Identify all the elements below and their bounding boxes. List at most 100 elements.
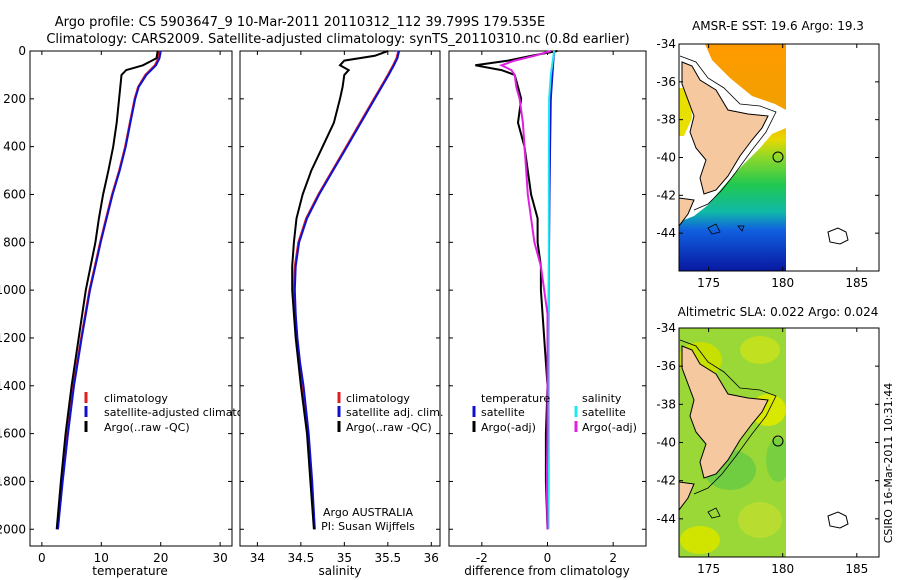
series-satellite-adjusted-climatology	[56, 50, 162, 530]
x-tick-label: 180	[771, 562, 794, 576]
seamount-outline	[707, 223, 721, 235]
figure-title-line2: Climatology: CARS2009. Satellite-adjuste…	[46, 32, 629, 47]
y-tick-label: -40	[656, 436, 676, 450]
salinity-legend-satellite: satellite adj. clim.	[346, 406, 443, 419]
shelf-contour	[679, 339, 777, 495]
salinity-ticks: 34 34.5 35 35.5 36	[240, 50, 440, 565]
sla-map-panel: Altimetric SLA: 0.022 Argo: 0.024 175 180…	[656, 305, 880, 576]
y-tick-label: -42	[656, 474, 676, 488]
temperature-xlabel: temperature	[92, 564, 167, 578]
x-tick-label: 175	[697, 562, 720, 576]
series-argo-adj-salinity	[498, 50, 552, 530]
difference-legend-temp-satellite: satellite	[481, 406, 525, 419]
y-tick-label: 800	[3, 235, 26, 249]
x-tick-label: 34	[250, 551, 265, 565]
y-tick-label: 0	[18, 44, 26, 58]
y-tick-label: -36	[656, 359, 676, 373]
y-tick-label: -34	[656, 37, 676, 51]
y-tick-label: 1000	[0, 283, 26, 297]
y-tick-label: 200	[3, 92, 26, 106]
series-argo-adj	[475, 50, 558, 530]
y-tick-label: 400	[3, 140, 26, 154]
y-tick-label: -38	[656, 113, 676, 127]
x-tick-label: 185	[845, 562, 868, 576]
sla-map-field	[679, 328, 786, 557]
salinity-legend-argo: Argo(..raw -QC)	[346, 421, 432, 434]
series-satellite-adj-clim	[293, 50, 401, 530]
sst-map-ticks: 175 180 185 -34 -36 -38 -40 -42 -44	[656, 37, 879, 290]
temperature-panel: 0 10 20 30 0 200 400 600 800 1000 1200 1400 1600 1800…	[0, 44, 267, 578]
temperature-legend-argo: Argo(..raw -QC)	[104, 421, 190, 434]
x-tick-label: 35	[337, 551, 352, 565]
sla-map-ticks: 175 180 185 -34 -36 -38 -40 -42 -44	[656, 321, 879, 576]
x-tick-label: 185	[845, 276, 868, 290]
x-tick-label: 10	[94, 551, 109, 565]
temperature-axes-frame	[29, 50, 233, 547]
salinity-annotation-line1: Argo AUSTRALIA	[323, 506, 413, 519]
temperature-series	[55, 50, 162, 530]
sst-map-panel: AMSR-E SST: 19.6 Argo: 19.3 175 180 185 -34…	[656, 19, 880, 290]
y-tick-label: -44	[656, 226, 676, 240]
difference-xlabel: difference from climatology	[464, 564, 630, 578]
x-tick-label: 30	[212, 551, 227, 565]
difference-panel: -2 0 2 difference from climatology tempera…	[448, 50, 647, 578]
y-tick-label: -44	[656, 512, 676, 526]
difference-legend-sal-argo: Argo(-adj)	[582, 421, 637, 434]
figure-title-line1: Argo profile: CS 5903647_9 10-Mar-2011 2…	[55, 15, 545, 30]
salinity-annotation-line2: PI: Susan Wijffels	[321, 520, 415, 533]
temperature-legend-satellite: satellite-adjusted climatology	[104, 406, 267, 419]
coastline-north-island	[681, 61, 769, 195]
x-tick-label: 175	[697, 276, 720, 290]
difference-legend-temp-argo: Argo(-adj)	[481, 421, 536, 434]
seamount-outline	[737, 225, 745, 232]
temperature-legend: climatology satellite-adjusted climatolo…	[84, 392, 267, 434]
series-argo-raw-qc	[291, 50, 389, 530]
x-tick-label: 180	[771, 276, 794, 290]
y-tick-label: -42	[656, 188, 676, 202]
y-tick-label: 1600	[0, 427, 26, 441]
sla-blob	[766, 438, 786, 482]
difference-legend-salinity-heading: salinity	[582, 392, 622, 405]
x-tick-label: 35.5	[374, 551, 401, 565]
salinity-xlabel: salinity	[318, 564, 361, 578]
x-tick-label: -2	[476, 551, 488, 565]
coastline-south-island	[679, 197, 695, 227]
x-tick-label: 0	[544, 551, 552, 565]
salinity-series	[291, 50, 401, 530]
y-tick-label: -36	[656, 75, 676, 89]
sst-map-field	[679, 44, 786, 271]
seamount-outline	[707, 507, 721, 519]
difference-legend-temperature-heading: temperature	[481, 392, 550, 405]
coastline-south-island	[679, 481, 695, 511]
profile-marker	[772, 151, 784, 163]
y-tick-label: -34	[656, 321, 676, 335]
salinity-legend: climatology satellite adj. clim. Argo(..…	[337, 392, 443, 434]
x-tick-label: 34.5	[288, 551, 315, 565]
profile-marker	[772, 435, 784, 447]
shelf-contour	[679, 55, 777, 211]
y-tick-label: -40	[656, 151, 676, 165]
y-tick-label: 600	[3, 187, 26, 201]
coastline-north-island	[681, 345, 769, 479]
chatham-islands	[827, 227, 849, 245]
salinity-axes-frame	[239, 50, 441, 547]
sst-map-title: AMSR-E SST: 19.6 Argo: 19.3	[692, 19, 864, 33]
y-tick-label: 1400	[0, 379, 26, 393]
temperature-ticks: 0 10 20 30 0 200 400 600 800 1000 1200 1400 1600 1800…	[0, 44, 232, 565]
series-satellite-salinity	[547, 50, 556, 530]
sla-blob	[740, 336, 780, 364]
x-tick-label: 36	[424, 551, 439, 565]
y-tick-label: 1800	[0, 474, 26, 488]
series-argo-raw-qc	[55, 50, 159, 530]
sla-blob	[738, 502, 782, 538]
difference-legend-sal-satellite: satellite	[582, 406, 626, 419]
temperature-legend-climatology: climatology	[104, 392, 168, 405]
y-tick-label: -38	[656, 397, 676, 411]
difference-legend: temperature satellite Argo(-adj) salinit…	[472, 392, 637, 434]
chatham-islands	[827, 511, 849, 529]
side-timestamp-label: CSIRO 16-Mar-2011 10:31:44	[882, 383, 895, 544]
salinity-panel: 34 34.5 35 35.5 36 salinity climatology sate…	[239, 50, 443, 578]
salinity-legend-climatology: climatology	[346, 392, 410, 405]
difference-series	[475, 50, 558, 530]
